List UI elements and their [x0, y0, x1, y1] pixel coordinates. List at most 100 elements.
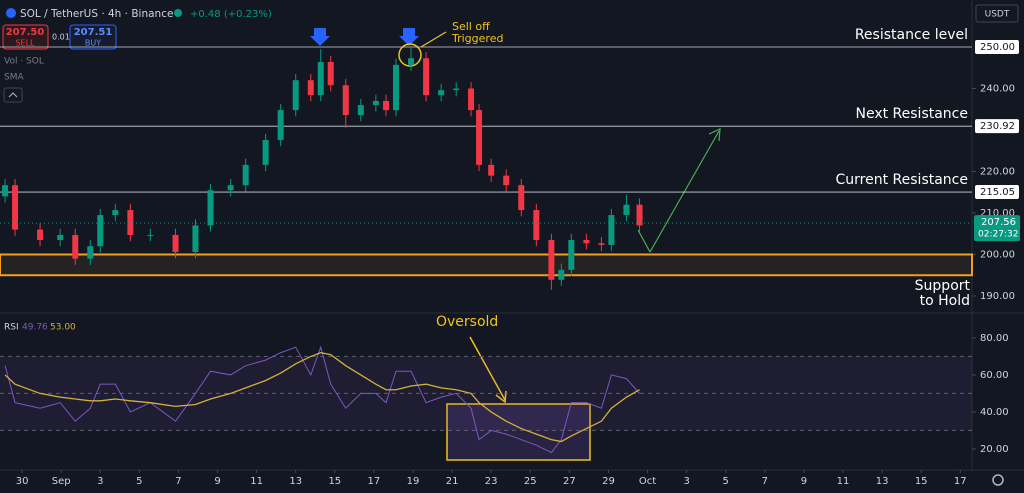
x-tick-label: 17 [954, 476, 967, 487]
currency: USDT [985, 10, 1010, 20]
sell-label: SELL [15, 39, 35, 48]
candle-body [636, 204, 643, 226]
y-tick-label: 190.00 [980, 291, 1015, 302]
candle-body [87, 246, 94, 259]
last-price-box [974, 215, 1020, 242]
candle-body [37, 229, 44, 240]
candle-body [476, 110, 483, 165]
x-tick-label: Sep [52, 476, 71, 487]
price-change: +0.48 (+0.23%) [190, 9, 272, 20]
candle-body [372, 100, 379, 106]
candle-body [623, 204, 630, 216]
rsi-line [4, 352, 640, 443]
candle-body [503, 175, 510, 186]
candle-body [558, 269, 565, 280]
x-tick-label: 7 [175, 476, 181, 487]
x-tick-label: 29 [602, 476, 615, 487]
status-dot [174, 9, 182, 17]
y-tick-label: 220.00 [980, 166, 1015, 177]
symbol[interactable]: SOL / TetherUS · 4h · Binance [20, 8, 173, 20]
indicator[interactable]: Vol · SOL [4, 57, 44, 67]
level-label-box [975, 40, 1019, 55]
candle-body [307, 80, 314, 96]
x-tick-label: 30 [16, 476, 29, 487]
y-tick-label: 210.00 [980, 208, 1015, 219]
candle-body [147, 234, 154, 236]
candle-body [357, 105, 364, 116]
candle-body [468, 88, 475, 111]
symbol-icon [6, 8, 16, 18]
candle-body [342, 85, 349, 116]
x-tick-label: 15 [915, 476, 928, 487]
x-tick-label: Oct [639, 476, 656, 487]
projection-arrowhead [708, 128, 721, 142]
rsi-reading: 53.00 [50, 323, 76, 333]
indicator[interactable]: SMA [4, 73, 24, 83]
sell-off-label: Triggered [451, 32, 503, 45]
last-price: 207.56 [981, 217, 1016, 228]
x-tick-label: 17 [368, 476, 381, 487]
y-tick-label: 60.00 [980, 370, 1009, 381]
candle-body [207, 190, 214, 226]
candle-body [172, 234, 179, 252]
x-tick-label: 5 [136, 476, 142, 487]
sell-off-label: Sell off [452, 20, 490, 33]
rsi-reading: 49.76 [22, 323, 48, 333]
candle-body [72, 234, 79, 259]
x-tick-label: 11 [250, 476, 263, 487]
candle-body [518, 185, 525, 211]
level-text: Next Resistance [855, 106, 968, 122]
level-label: 215.05 [980, 187, 1015, 198]
spread: 0.01 [52, 33, 70, 42]
x-tick-label: 3 [683, 476, 689, 487]
collapse-button[interactable] [3, 87, 23, 103]
rsi-title: RSI [4, 323, 19, 333]
level-label-box [975, 185, 1019, 200]
candle-body [383, 100, 390, 111]
candle-body [57, 234, 64, 240]
level-label-box [975, 119, 1019, 134]
candle-body [97, 215, 104, 247]
settings-icon[interactable] [992, 474, 1004, 486]
countdown: 02:27:32 [978, 230, 1018, 240]
candle-body [112, 210, 119, 216]
x-tick-label: 23 [485, 476, 498, 487]
x-tick-label: 19 [407, 476, 420, 487]
candle-body [392, 64, 399, 111]
candle-body [423, 58, 430, 96]
candle-body [12, 185, 19, 230]
projection-line [649, 130, 720, 253]
y-tick-label: 40.00 [980, 407, 1009, 418]
candle-body [608, 215, 615, 245]
x-tick-label: 21 [446, 476, 459, 487]
level-label: 230.92 [980, 121, 1015, 132]
sell-button[interactable] [2, 24, 49, 50]
candle-body [242, 164, 249, 186]
support-label: to Hold [920, 293, 970, 309]
level-text: Resistance level [855, 27, 968, 43]
projection-line [637, 229, 651, 253]
sell-price: 207.50 [6, 27, 45, 38]
candle-body [262, 139, 269, 165]
y-tick-label: 200.00 [980, 249, 1015, 260]
currency-button[interactable] [975, 4, 1019, 23]
y-tick-label: 20.00 [980, 444, 1009, 455]
candle-body [548, 239, 555, 280]
rsi-line [4, 345, 640, 454]
candle-body [277, 110, 284, 140]
buy-button[interactable] [69, 24, 117, 50]
support-zone [0, 253, 973, 277]
oversold-box [446, 403, 591, 461]
candle-body [2, 185, 9, 197]
x-tick-label: 7 [762, 476, 768, 487]
buy-label: BUY [85, 39, 101, 48]
candle-body [408, 58, 415, 65]
oversold-label: Oversold [436, 314, 498, 330]
candle-body [317, 61, 324, 96]
candle-body [292, 80, 299, 111]
candle-body [192, 225, 199, 252]
y-tick-label: 240.00 [980, 84, 1015, 95]
x-tick-label: 3 [97, 476, 103, 487]
x-tick-label: 27 [563, 476, 576, 487]
